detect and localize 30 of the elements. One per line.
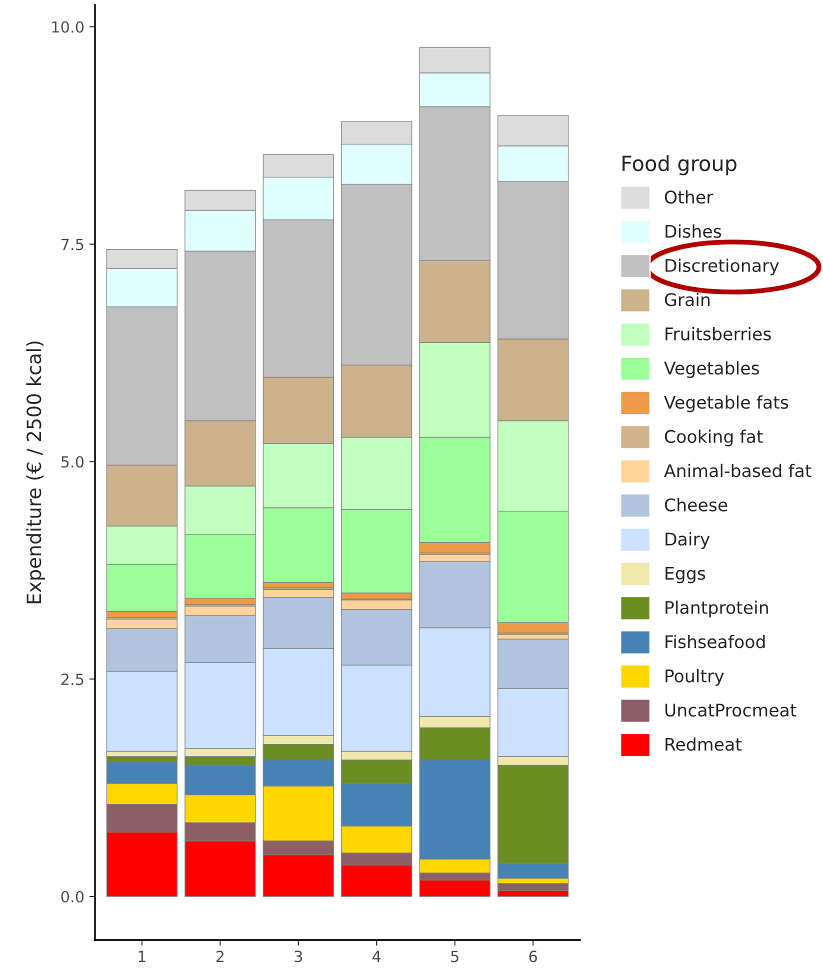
y-tick-label: 5.0 (61, 456, 84, 468)
y-tick-label: 2.5 (61, 674, 84, 686)
legend-label: Vegetable fats (664, 395, 788, 412)
legend-title: Food group (622, 155, 736, 176)
legend-label: Poultry (666, 669, 724, 686)
x-tick-label: 3 (294, 950, 302, 962)
legend-label: Grain (664, 292, 710, 306)
legend-label: Dairy (666, 532, 710, 550)
legend-label: Fruitsberries (666, 327, 771, 340)
legend-label: Fishseafood (666, 634, 765, 648)
y-tick-label: 10.0 (52, 21, 84, 33)
y-axis-title: Expenditure (€ / 2500 kcal) (26, 342, 46, 604)
legend-label: Plantprotein (666, 600, 768, 618)
x-tick-label: 4 (372, 950, 381, 962)
legend-label: Vegetables (664, 361, 760, 378)
x-tick-label: 5 (451, 950, 458, 962)
legend-label: Cooking fat (664, 430, 763, 446)
legend-label: Cheese (664, 498, 728, 512)
y-tick-label: 7.5 (62, 238, 84, 250)
legend-label: Animal-based fat (664, 464, 812, 478)
legend-label: Other (664, 190, 714, 204)
legend-label: Discretionary (666, 258, 779, 276)
legend-label: Dishes (666, 224, 722, 238)
x-tick-label: 1 (138, 950, 146, 962)
x-tick-label: 2 (216, 950, 224, 962)
y-tick-label: 0.0 (61, 890, 84, 903)
legend-label: Redmeat (666, 737, 742, 751)
x-tick-label: 6 (529, 950, 537, 962)
legend-label: UncatProcmeat (665, 704, 796, 717)
legend-label: Eggs (666, 566, 706, 584)
